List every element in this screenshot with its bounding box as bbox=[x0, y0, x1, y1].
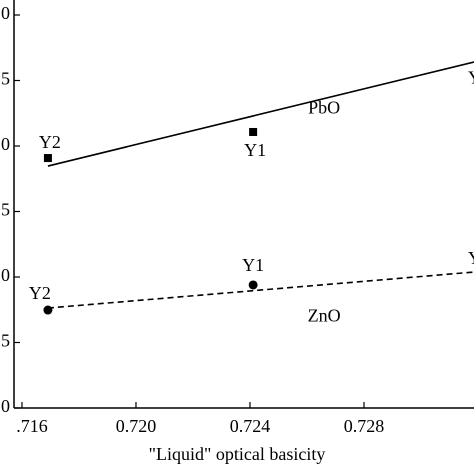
point-label: Y2 bbox=[39, 132, 61, 152]
edge-label: Y bbox=[468, 67, 474, 87]
x-tick-label: 0.720 bbox=[116, 416, 157, 436]
y-tick-label: 0 bbox=[1, 3, 10, 23]
x-axis-label: "Liquid" optical basicity bbox=[149, 444, 326, 464]
y-tick-label: 5 bbox=[1, 69, 10, 89]
square-point bbox=[249, 127, 258, 136]
x-tick-label: 0.728 bbox=[344, 416, 385, 436]
y-tick-label: 5 bbox=[1, 331, 10, 351]
point-label: Y2 bbox=[29, 283, 51, 303]
y-tick-label: 0 bbox=[1, 265, 10, 285]
y-tick-label: 0 bbox=[1, 396, 10, 416]
circle-point bbox=[43, 305, 53, 315]
circle-point bbox=[248, 280, 258, 290]
point-label: Y1 bbox=[244, 140, 266, 160]
x-tick-label: 0.724 bbox=[230, 416, 271, 436]
point-label: Y1 bbox=[242, 255, 264, 275]
y-tick-label: 5 bbox=[1, 200, 10, 220]
fit-line bbox=[47, 271, 474, 309]
series-label: ZnO bbox=[308, 306, 341, 326]
edge-label: Y bbox=[468, 248, 474, 268]
series-label: PbO bbox=[308, 97, 340, 117]
fit-line bbox=[47, 61, 474, 167]
square-point bbox=[43, 154, 52, 163]
x-tick-label: .716 bbox=[16, 416, 48, 436]
y-tick-label: 0 bbox=[1, 134, 10, 154]
